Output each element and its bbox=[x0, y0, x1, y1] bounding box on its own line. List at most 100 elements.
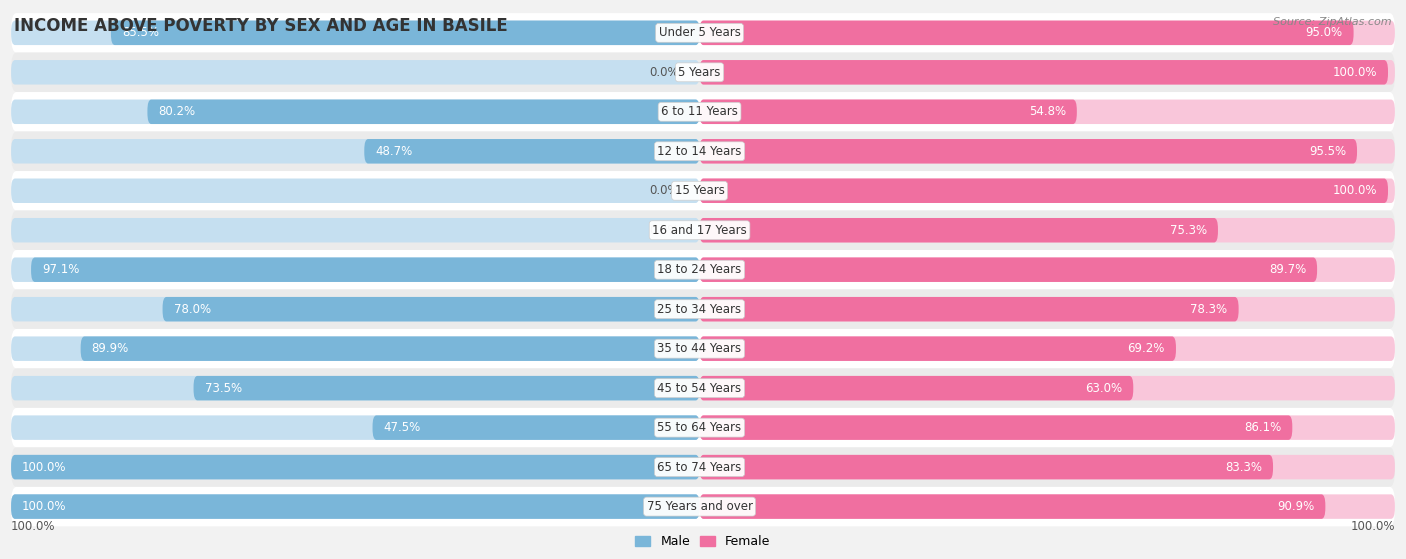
FancyBboxPatch shape bbox=[11, 487, 1395, 527]
Text: 75.3%: 75.3% bbox=[1170, 224, 1206, 236]
FancyBboxPatch shape bbox=[700, 297, 1239, 321]
Text: 90.9%: 90.9% bbox=[1277, 500, 1315, 513]
FancyBboxPatch shape bbox=[700, 139, 1395, 164]
FancyBboxPatch shape bbox=[11, 415, 700, 440]
FancyBboxPatch shape bbox=[700, 455, 1272, 480]
FancyBboxPatch shape bbox=[373, 415, 700, 440]
FancyBboxPatch shape bbox=[11, 13, 1395, 53]
Legend: Male, Female: Male, Female bbox=[630, 530, 776, 553]
FancyBboxPatch shape bbox=[700, 494, 1326, 519]
FancyBboxPatch shape bbox=[11, 376, 700, 400]
FancyBboxPatch shape bbox=[11, 211, 1395, 250]
Text: 78.0%: 78.0% bbox=[173, 302, 211, 316]
FancyBboxPatch shape bbox=[700, 376, 1395, 400]
Text: 95.0%: 95.0% bbox=[1305, 26, 1343, 39]
FancyBboxPatch shape bbox=[700, 494, 1395, 519]
Text: 78.3%: 78.3% bbox=[1191, 302, 1227, 316]
Text: 35 to 44 Years: 35 to 44 Years bbox=[658, 342, 741, 355]
FancyBboxPatch shape bbox=[700, 100, 1077, 124]
FancyBboxPatch shape bbox=[700, 376, 1133, 400]
FancyBboxPatch shape bbox=[700, 258, 1395, 282]
FancyBboxPatch shape bbox=[111, 21, 700, 45]
FancyBboxPatch shape bbox=[11, 455, 700, 480]
Text: 0.0%: 0.0% bbox=[650, 184, 679, 197]
FancyBboxPatch shape bbox=[700, 337, 1175, 361]
FancyBboxPatch shape bbox=[11, 447, 1395, 487]
Text: 0.0%: 0.0% bbox=[650, 224, 679, 236]
Text: 65 to 74 Years: 65 to 74 Years bbox=[658, 461, 742, 473]
FancyBboxPatch shape bbox=[80, 337, 700, 361]
FancyBboxPatch shape bbox=[194, 376, 700, 400]
FancyBboxPatch shape bbox=[11, 408, 1395, 447]
FancyBboxPatch shape bbox=[700, 178, 1388, 203]
FancyBboxPatch shape bbox=[700, 60, 1395, 84]
Text: Under 5 Years: Under 5 Years bbox=[658, 26, 741, 39]
FancyBboxPatch shape bbox=[700, 60, 1388, 84]
Text: 47.5%: 47.5% bbox=[384, 421, 420, 434]
FancyBboxPatch shape bbox=[148, 100, 700, 124]
FancyBboxPatch shape bbox=[11, 92, 1395, 131]
FancyBboxPatch shape bbox=[700, 100, 1395, 124]
FancyBboxPatch shape bbox=[11, 21, 700, 45]
FancyBboxPatch shape bbox=[11, 455, 700, 480]
FancyBboxPatch shape bbox=[11, 60, 700, 84]
FancyBboxPatch shape bbox=[11, 368, 1395, 408]
FancyBboxPatch shape bbox=[11, 178, 700, 203]
FancyBboxPatch shape bbox=[11, 131, 1395, 171]
Text: INCOME ABOVE POVERTY BY SEX AND AGE IN BASILE: INCOME ABOVE POVERTY BY SEX AND AGE IN B… bbox=[14, 17, 508, 35]
Text: 5 Years: 5 Years bbox=[678, 66, 721, 79]
FancyBboxPatch shape bbox=[11, 218, 700, 243]
FancyBboxPatch shape bbox=[700, 218, 1218, 243]
Text: 69.2%: 69.2% bbox=[1128, 342, 1166, 355]
FancyBboxPatch shape bbox=[11, 494, 700, 519]
Text: 16 and 17 Years: 16 and 17 Years bbox=[652, 224, 747, 236]
FancyBboxPatch shape bbox=[700, 415, 1292, 440]
Text: 45 to 54 Years: 45 to 54 Years bbox=[658, 382, 741, 395]
FancyBboxPatch shape bbox=[700, 218, 1395, 243]
Text: 86.1%: 86.1% bbox=[1244, 421, 1281, 434]
Text: 100.0%: 100.0% bbox=[22, 500, 66, 513]
FancyBboxPatch shape bbox=[11, 100, 700, 124]
Text: 63.0%: 63.0% bbox=[1085, 382, 1122, 395]
FancyBboxPatch shape bbox=[11, 494, 700, 519]
Text: 85.5%: 85.5% bbox=[122, 26, 159, 39]
FancyBboxPatch shape bbox=[700, 258, 1317, 282]
FancyBboxPatch shape bbox=[700, 337, 1395, 361]
Text: 95.5%: 95.5% bbox=[1309, 145, 1346, 158]
FancyBboxPatch shape bbox=[11, 297, 700, 321]
FancyBboxPatch shape bbox=[163, 297, 700, 321]
Text: 6 to 11 Years: 6 to 11 Years bbox=[661, 105, 738, 119]
Text: 100.0%: 100.0% bbox=[1350, 520, 1395, 533]
Text: 100.0%: 100.0% bbox=[1333, 184, 1376, 197]
Text: 25 to 34 Years: 25 to 34 Years bbox=[658, 302, 741, 316]
FancyBboxPatch shape bbox=[11, 53, 1395, 92]
Text: 89.7%: 89.7% bbox=[1268, 263, 1306, 276]
Text: 48.7%: 48.7% bbox=[375, 145, 412, 158]
Text: 55 to 64 Years: 55 to 64 Years bbox=[658, 421, 741, 434]
FancyBboxPatch shape bbox=[11, 139, 700, 164]
FancyBboxPatch shape bbox=[700, 415, 1395, 440]
FancyBboxPatch shape bbox=[700, 21, 1354, 45]
FancyBboxPatch shape bbox=[700, 139, 1357, 164]
Text: 100.0%: 100.0% bbox=[11, 520, 56, 533]
Text: 15 Years: 15 Years bbox=[675, 184, 724, 197]
FancyBboxPatch shape bbox=[11, 171, 1395, 211]
Text: 0.0%: 0.0% bbox=[650, 66, 679, 79]
Text: 89.9%: 89.9% bbox=[91, 342, 129, 355]
FancyBboxPatch shape bbox=[11, 258, 700, 282]
Text: 73.5%: 73.5% bbox=[204, 382, 242, 395]
Text: 80.2%: 80.2% bbox=[159, 105, 195, 119]
FancyBboxPatch shape bbox=[700, 178, 1395, 203]
FancyBboxPatch shape bbox=[11, 337, 700, 361]
FancyBboxPatch shape bbox=[11, 250, 1395, 290]
Text: Source: ZipAtlas.com: Source: ZipAtlas.com bbox=[1274, 17, 1392, 27]
Text: 100.0%: 100.0% bbox=[1333, 66, 1376, 79]
Text: 83.3%: 83.3% bbox=[1225, 461, 1263, 473]
FancyBboxPatch shape bbox=[700, 297, 1395, 321]
FancyBboxPatch shape bbox=[11, 290, 1395, 329]
Text: 100.0%: 100.0% bbox=[22, 461, 66, 473]
FancyBboxPatch shape bbox=[31, 258, 700, 282]
Text: 54.8%: 54.8% bbox=[1029, 105, 1066, 119]
FancyBboxPatch shape bbox=[11, 329, 1395, 368]
FancyBboxPatch shape bbox=[364, 139, 700, 164]
